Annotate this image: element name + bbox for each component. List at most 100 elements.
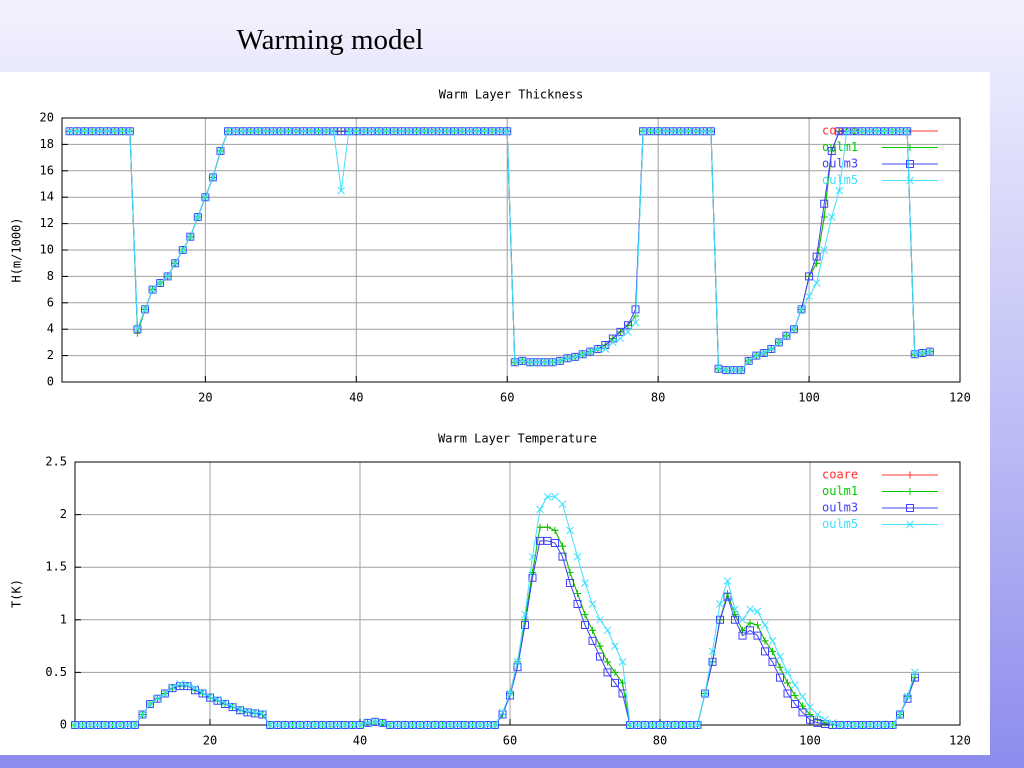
data-point xyxy=(209,173,217,182)
data-point xyxy=(528,552,537,561)
data-point xyxy=(671,721,679,729)
data-point xyxy=(895,127,904,136)
data-point xyxy=(273,721,282,729)
data-point xyxy=(611,642,619,650)
data-point xyxy=(858,721,867,729)
data-point xyxy=(337,186,346,195)
data-point xyxy=(108,721,117,729)
data-point xyxy=(782,331,791,340)
data-point xyxy=(903,692,912,701)
data-point xyxy=(518,357,527,365)
data-point xyxy=(783,668,792,677)
data-point xyxy=(791,681,799,689)
x-tick-label: 80 xyxy=(651,391,665,405)
y-tick-label: 10 xyxy=(40,243,54,257)
data-point xyxy=(71,721,79,729)
data-point xyxy=(646,127,655,136)
data-point xyxy=(359,127,368,136)
data-point xyxy=(910,350,919,359)
data-point xyxy=(776,663,784,671)
data-point xyxy=(723,577,732,585)
data-point xyxy=(548,358,557,367)
data-point xyxy=(669,127,678,136)
data-point xyxy=(768,636,777,645)
data-point xyxy=(767,345,776,353)
data-point xyxy=(797,305,806,314)
data-point xyxy=(888,127,896,136)
data-point xyxy=(378,719,387,727)
data-point xyxy=(435,127,444,136)
data-point xyxy=(663,721,672,729)
data-point xyxy=(738,631,747,640)
data-point xyxy=(581,579,589,587)
data-point xyxy=(631,318,640,327)
x-tick-label: 60 xyxy=(500,391,514,405)
legend-marker xyxy=(906,520,914,529)
data-point xyxy=(133,325,142,334)
data-point xyxy=(812,252,821,261)
data-point xyxy=(156,279,164,287)
data-point xyxy=(805,292,813,301)
data-point xyxy=(148,285,157,294)
data-point xyxy=(566,526,574,535)
data-point xyxy=(684,127,693,136)
data-point xyxy=(206,692,214,701)
data-point xyxy=(491,721,499,729)
data-point xyxy=(254,127,263,136)
data-point xyxy=(586,347,595,356)
data-point xyxy=(880,127,889,136)
data-point xyxy=(322,127,331,136)
data-point xyxy=(737,366,746,375)
data-point xyxy=(639,127,647,136)
x-tick-label: 20 xyxy=(198,391,212,405)
data-point xyxy=(367,127,376,136)
data-point xyxy=(571,353,579,361)
data-point xyxy=(510,358,519,367)
legend-label: oulm5 xyxy=(822,517,858,531)
data-point xyxy=(138,710,147,719)
data-point xyxy=(872,127,881,136)
y-tick-label: 6 xyxy=(47,295,54,309)
data-point xyxy=(457,127,466,136)
data-point xyxy=(604,658,611,666)
legend-marker xyxy=(906,488,914,495)
data-point xyxy=(393,721,402,729)
data-point xyxy=(269,127,278,136)
data-point xyxy=(390,127,399,136)
data-point xyxy=(790,325,798,334)
data-point xyxy=(397,127,406,136)
data-point xyxy=(633,721,642,729)
data-point xyxy=(784,679,791,687)
data-point xyxy=(461,721,469,729)
data-point xyxy=(731,605,739,614)
data-point xyxy=(559,542,566,550)
data-point xyxy=(261,127,270,136)
data-point xyxy=(551,492,559,501)
data-point xyxy=(251,708,259,717)
data-point xyxy=(329,127,338,136)
data-point xyxy=(699,127,708,136)
data-point xyxy=(631,305,640,314)
data-point xyxy=(118,127,127,136)
data-point xyxy=(544,523,551,531)
data-point xyxy=(903,127,912,136)
data-point xyxy=(168,684,177,693)
data-point xyxy=(526,358,534,367)
data-point xyxy=(183,681,192,689)
data-point xyxy=(746,619,754,627)
data-point xyxy=(654,127,663,136)
data-point xyxy=(480,127,489,136)
data-point xyxy=(791,699,799,708)
data-point xyxy=(125,127,134,136)
data-point xyxy=(498,708,507,717)
data-point xyxy=(676,127,685,136)
data-point xyxy=(348,721,357,729)
data-point xyxy=(716,600,724,608)
data-point xyxy=(446,721,454,729)
data-point xyxy=(176,680,184,688)
data-point xyxy=(401,721,409,729)
data-point xyxy=(506,689,514,698)
data-point xyxy=(722,366,730,374)
data-point xyxy=(731,611,739,619)
data-point xyxy=(453,721,462,729)
